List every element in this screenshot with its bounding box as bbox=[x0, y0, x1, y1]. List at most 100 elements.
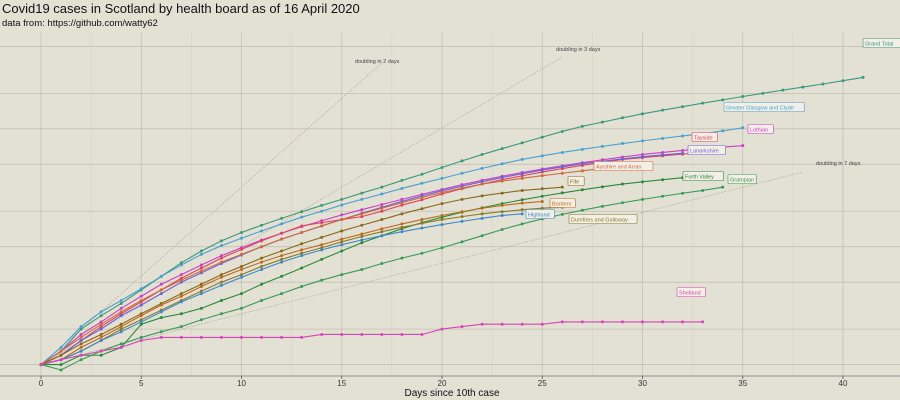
data-point bbox=[199, 266, 203, 270]
data-point bbox=[260, 223, 264, 227]
data-point bbox=[400, 332, 404, 336]
data-point bbox=[420, 172, 424, 176]
data-point bbox=[380, 209, 384, 213]
data-point bbox=[59, 345, 63, 349]
data-point bbox=[139, 318, 143, 322]
data-point bbox=[159, 303, 163, 307]
data-point bbox=[300, 254, 304, 258]
data-point bbox=[340, 273, 344, 277]
data-point bbox=[500, 227, 504, 231]
data-point bbox=[240, 268, 243, 272]
data-point bbox=[300, 215, 304, 219]
data-point bbox=[540, 199, 544, 203]
data-point bbox=[661, 153, 665, 157]
data-point bbox=[79, 345, 83, 349]
data-point bbox=[159, 316, 163, 320]
data-point bbox=[500, 176, 504, 180]
data-point bbox=[360, 212, 364, 216]
series-label: Fife bbox=[567, 176, 585, 186]
data-point bbox=[99, 349, 103, 353]
data-point bbox=[641, 197, 644, 201]
data-point bbox=[280, 231, 284, 235]
data-point bbox=[480, 153, 484, 157]
chart-subtitle: data from: https://github.com/watty62 bbox=[2, 18, 158, 29]
data-point bbox=[801, 85, 805, 89]
data-point bbox=[280, 274, 284, 278]
data-point bbox=[240, 273, 243, 277]
data-point bbox=[741, 144, 745, 148]
data-point bbox=[99, 320, 103, 324]
data-point bbox=[159, 288, 163, 292]
data-point bbox=[240, 264, 243, 268]
data-point bbox=[681, 134, 685, 138]
data-point bbox=[360, 232, 364, 236]
series-label: Shetland bbox=[676, 287, 706, 297]
data-point bbox=[500, 213, 504, 217]
data-point bbox=[360, 235, 364, 239]
data-point bbox=[520, 157, 524, 161]
data-point bbox=[340, 240, 344, 244]
data-point bbox=[480, 216, 484, 220]
doubling-line bbox=[40, 171, 803, 365]
data-point bbox=[199, 269, 203, 273]
data-point bbox=[320, 248, 324, 252]
data-point bbox=[661, 136, 665, 140]
data-point bbox=[159, 282, 163, 286]
data-point bbox=[520, 176, 524, 180]
series-label-text: Highland bbox=[528, 213, 550, 219]
data-point bbox=[540, 194, 544, 198]
series-line-group bbox=[39, 199, 544, 367]
data-point bbox=[179, 273, 183, 277]
data-point bbox=[460, 240, 464, 244]
data-point bbox=[460, 197, 464, 201]
data-point bbox=[460, 186, 464, 190]
data-point bbox=[460, 325, 464, 329]
data-point bbox=[219, 260, 223, 264]
data-point bbox=[260, 260, 264, 264]
x-tick-label: 20 bbox=[438, 379, 447, 388]
data-point bbox=[400, 256, 404, 260]
data-point bbox=[380, 332, 384, 336]
x-tick-label: 10 bbox=[237, 379, 246, 388]
data-point bbox=[400, 212, 404, 216]
series-label: Borders bbox=[549, 198, 576, 208]
data-point bbox=[400, 178, 404, 182]
data-point bbox=[119, 327, 123, 331]
data-point bbox=[240, 292, 243, 296]
data-point bbox=[380, 203, 384, 207]
series-line bbox=[40, 76, 864, 366]
data-point bbox=[821, 82, 825, 86]
data-point bbox=[280, 216, 284, 220]
series-label-text: Lothian bbox=[750, 128, 768, 134]
series-label-text: Fife bbox=[570, 180, 579, 186]
data-point bbox=[59, 368, 63, 372]
data-point bbox=[260, 268, 264, 272]
data-point bbox=[520, 172, 524, 176]
data-point bbox=[480, 322, 484, 326]
data-point bbox=[480, 166, 484, 170]
series-label: Forth Valley bbox=[682, 171, 724, 181]
data-point bbox=[360, 197, 364, 201]
x-tick-label: 30 bbox=[638, 379, 647, 388]
series-label-text: Forth Valley bbox=[685, 175, 714, 181]
series-label: Lothian bbox=[747, 124, 774, 134]
data-point bbox=[681, 320, 685, 324]
data-point bbox=[199, 335, 203, 339]
data-point bbox=[400, 230, 404, 234]
data-point bbox=[400, 203, 404, 207]
data-point bbox=[280, 260, 284, 264]
data-point bbox=[600, 204, 604, 208]
data-point bbox=[540, 135, 544, 139]
data-point bbox=[681, 191, 685, 195]
data-point bbox=[520, 222, 524, 226]
data-point bbox=[159, 310, 163, 314]
data-point bbox=[360, 268, 364, 272]
data-point bbox=[320, 246, 324, 250]
data-point bbox=[240, 275, 243, 279]
doubling-label: doubling in 3 days bbox=[556, 47, 601, 53]
series-label: Greater Glasgow and Clyde bbox=[723, 102, 805, 112]
data-point bbox=[240, 236, 243, 240]
data-point bbox=[380, 230, 384, 234]
data-point bbox=[380, 185, 384, 189]
data-point bbox=[300, 251, 304, 255]
